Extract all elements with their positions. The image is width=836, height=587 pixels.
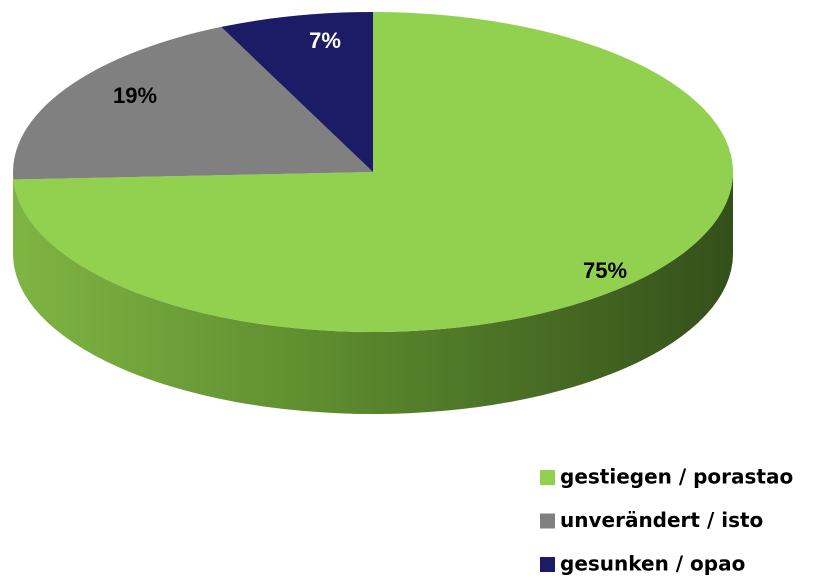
pie-slice [13, 26, 374, 180]
slice-label: 75% [583, 258, 627, 283]
legend-swatch [540, 470, 555, 485]
pie-side [13, 172, 733, 414]
legend-label: gestiegen / porastao [560, 465, 793, 489]
legend-label: gesunken / opao [560, 552, 745, 576]
legend-swatch [540, 513, 555, 529]
pie-slice [221, 12, 373, 172]
legend-label: unverändert / isto [560, 508, 763, 532]
slice-label: 19% [113, 83, 157, 108]
pie-slice [13, 12, 733, 332]
legend-swatch [540, 557, 555, 572]
slice-label: 7% [309, 28, 341, 53]
